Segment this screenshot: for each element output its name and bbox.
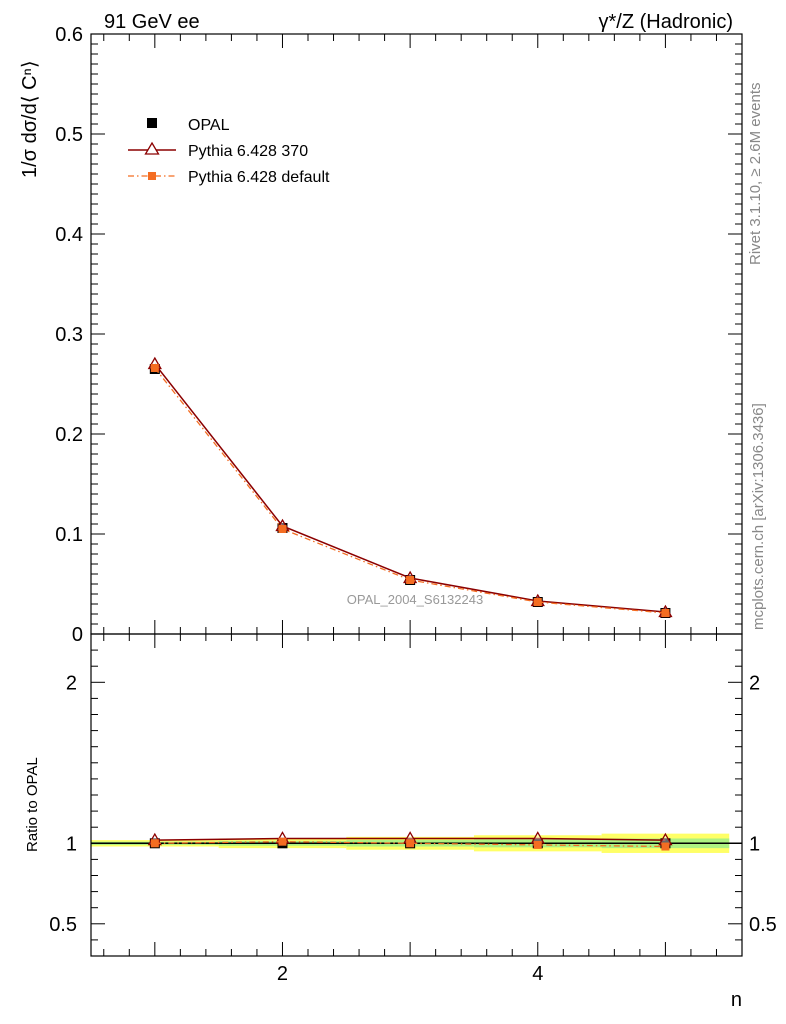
ratio-y-tick-label-left: 2: [66, 672, 77, 694]
main-pythia-default-point: [150, 364, 159, 372]
main-pythia-default-point: [533, 598, 542, 606]
legend-marker-pythia-370: [144, 141, 160, 155]
main-y-axis-label: 1/σ dσ/d⟨ Cⁿ⟩: [19, 60, 41, 178]
main-pythia-default-point: [278, 525, 287, 533]
legend-label-pythia-default: Pythia 6.428 default: [188, 169, 330, 186]
main-y-tick-label: 0.4: [55, 224, 83, 246]
legend-label-opal: OPAL: [188, 117, 230, 134]
ratio-y-tick-label-right: 2: [749, 672, 760, 694]
x-axis-label: n: [731, 989, 742, 1011]
ratio-y-axis-label: Ratio to OPAL: [24, 757, 41, 852]
main-y-tick-label: 0: [72, 624, 83, 646]
legend: OPAL Pythia 6.428 370 Pythia 6.428 defau…: [128, 117, 330, 186]
legend-label-pythia-370: Pythia 6.428 370: [188, 143, 308, 160]
ratio-y-tick-label-left: 1: [66, 833, 77, 855]
header-right-title: γ*/Z (Hadronic): [599, 11, 733, 33]
main-y-tick-label: 0.5: [55, 124, 83, 146]
rivet-version-text: Rivet 3.1.10, ≥ 2.6M events: [747, 83, 764, 266]
main-pythia-default-point: [661, 609, 670, 617]
ratio-pythia-default-line: [154, 841, 666, 848]
axes-layer: 2 4 0 0.1 0.2 0.3 0.4 0.5 0.6 0.5 0.5 1 1 2 2: [49, 24, 777, 985]
ratio-pythia-default-point: [406, 839, 415, 848]
main-y-tick-label: 0.1: [55, 524, 83, 546]
main-series-layer: [147, 356, 673, 618]
ratio-pythia-default-point: [661, 842, 670, 851]
x-tick-label: 2: [277, 963, 288, 985]
analysis-watermark: OPAL_2004_S6132243: [347, 592, 483, 607]
ratio-plot-frame: [90, 633, 743, 957]
ratio-y-tick-label-left: 0.5: [49, 914, 77, 936]
ratio-pythia-default-point: [150, 839, 159, 848]
ratio-pythia-default-point: [278, 837, 287, 846]
legend-marker-opal: [147, 118, 157, 128]
mcplots-text: mcplots.cern.ch [arXiv:1306.3436]: [750, 403, 767, 630]
main-y-tick-label: 0.6: [55, 24, 83, 46]
header-left-title: 91 GeV ee: [104, 11, 200, 33]
ratio-y-tick-label-right: 0.5: [749, 914, 777, 936]
x-tick-label: 4: [532, 963, 543, 985]
ratio-y-tick-label-right: 1: [749, 833, 760, 855]
main-y-tick-label: 0.2: [55, 424, 83, 446]
main-y-tick-label: 0.3: [55, 324, 83, 346]
ratio-pythia-370-line: [154, 837, 666, 841]
ratio-pythia-default-point: [533, 840, 542, 849]
main-pythia-default-point: [406, 576, 415, 584]
ratio-series-layer: [91, 831, 742, 851]
legend-marker-pythia-default: [148, 172, 156, 180]
